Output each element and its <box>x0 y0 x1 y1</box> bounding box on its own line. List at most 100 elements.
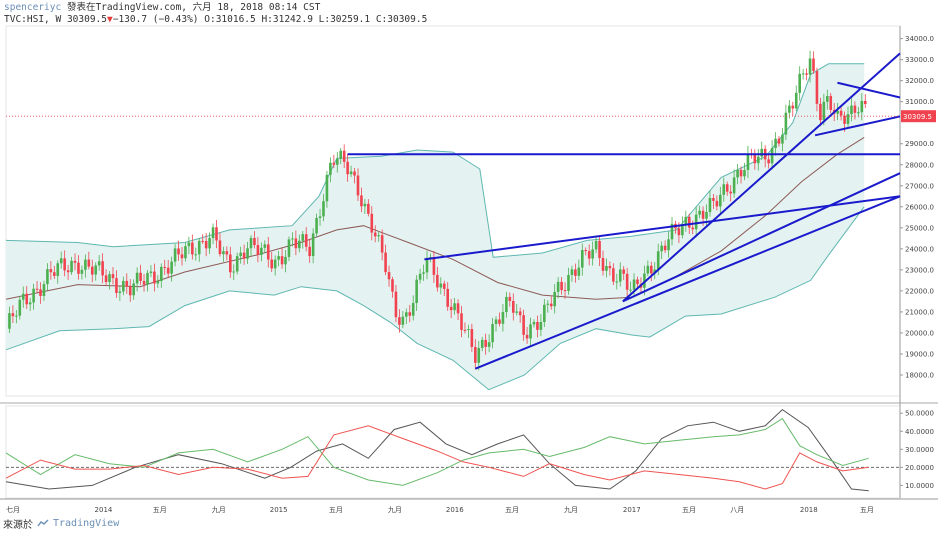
author-name[interactable]: spenceriyc <box>4 2 62 13</box>
candle <box>318 208 322 226</box>
candle <box>156 275 160 288</box>
candle-body <box>646 265 650 274</box>
candle <box>187 236 191 255</box>
candle <box>211 223 215 244</box>
candle <box>446 282 450 311</box>
candle-body <box>173 248 177 262</box>
candle <box>418 268 422 284</box>
candle <box>180 247 184 266</box>
candle-body <box>770 148 774 164</box>
candle <box>525 326 529 344</box>
candle-body <box>836 110 839 114</box>
candle <box>315 213 318 238</box>
candle-body <box>667 239 670 251</box>
candle-body <box>601 257 605 271</box>
candle-body <box>439 283 443 288</box>
candle-body <box>615 281 619 283</box>
candle-body <box>215 227 218 241</box>
candle <box>349 165 353 178</box>
candle-body <box>456 303 460 314</box>
candle-body <box>715 200 719 207</box>
candle <box>684 210 688 232</box>
candle <box>660 241 663 260</box>
candle <box>505 291 508 318</box>
candle <box>591 241 594 266</box>
candle <box>97 255 101 271</box>
candle <box>25 286 29 309</box>
candle-body <box>505 296 508 313</box>
tradingview-brand[interactable]: TradingView <box>53 518 120 529</box>
candle-body <box>587 251 591 259</box>
y-tick-label: 29000.0 <box>905 140 934 148</box>
candle <box>408 304 412 323</box>
candle <box>42 280 46 302</box>
candle <box>115 270 118 298</box>
candle <box>11 305 15 324</box>
candle <box>850 98 853 122</box>
candle-body <box>53 272 56 276</box>
candle-body <box>291 238 294 240</box>
candle <box>370 206 374 241</box>
candle-body <box>242 252 246 259</box>
indicator-series-di_minus <box>5 425 869 490</box>
candle-body <box>211 227 215 239</box>
candle <box>615 273 619 290</box>
candle <box>49 261 53 280</box>
candle-body <box>477 347 481 363</box>
candle-body <box>660 245 663 252</box>
candle <box>39 282 42 304</box>
candle-body <box>273 259 277 269</box>
candle <box>536 315 539 338</box>
candle <box>377 231 380 242</box>
candle <box>229 246 232 278</box>
candle <box>449 298 453 319</box>
candle-body <box>84 259 87 270</box>
candle-body <box>25 293 29 305</box>
candle <box>857 106 860 118</box>
candle <box>442 280 446 296</box>
indicator-tick-label: 10.0000 <box>905 482 934 490</box>
candle-body <box>432 257 436 275</box>
candle <box>725 181 729 196</box>
candle-body <box>760 148 764 157</box>
candle-body <box>529 324 532 339</box>
candle <box>774 132 777 156</box>
candle-body <box>235 256 239 272</box>
candle <box>177 240 180 261</box>
trendline <box>837 81 901 99</box>
candle-body <box>556 281 560 292</box>
y-tick-label: 33000.0 <box>905 56 934 64</box>
candle-body <box>684 216 688 225</box>
candle-body <box>159 266 163 282</box>
candle-body <box>612 268 615 282</box>
candle-body <box>132 283 135 296</box>
candle-body <box>798 73 801 93</box>
candle-body <box>677 228 681 236</box>
candle <box>353 168 356 184</box>
candle <box>122 276 125 296</box>
candle <box>287 236 291 262</box>
candle-body <box>522 315 525 335</box>
candle <box>77 255 80 280</box>
indicator-panel <box>5 405 901 499</box>
candle <box>819 97 822 127</box>
candle-body <box>197 240 201 255</box>
candle-body <box>377 235 380 237</box>
candle <box>232 264 236 281</box>
candle <box>204 233 208 257</box>
candle <box>491 317 494 349</box>
candle <box>543 298 546 328</box>
candle-body <box>767 159 770 164</box>
candle <box>118 286 122 301</box>
candle-body <box>781 134 784 144</box>
candle-body <box>66 270 70 273</box>
candle <box>825 89 829 110</box>
candle-body <box>753 154 757 164</box>
indicator-tick-label: 40.0000 <box>905 428 934 436</box>
x-tick-label: 五月 <box>153 506 167 514</box>
candle-body <box>618 269 622 282</box>
candle <box>273 255 277 276</box>
candle <box>784 104 788 141</box>
candle-body <box>629 289 632 291</box>
